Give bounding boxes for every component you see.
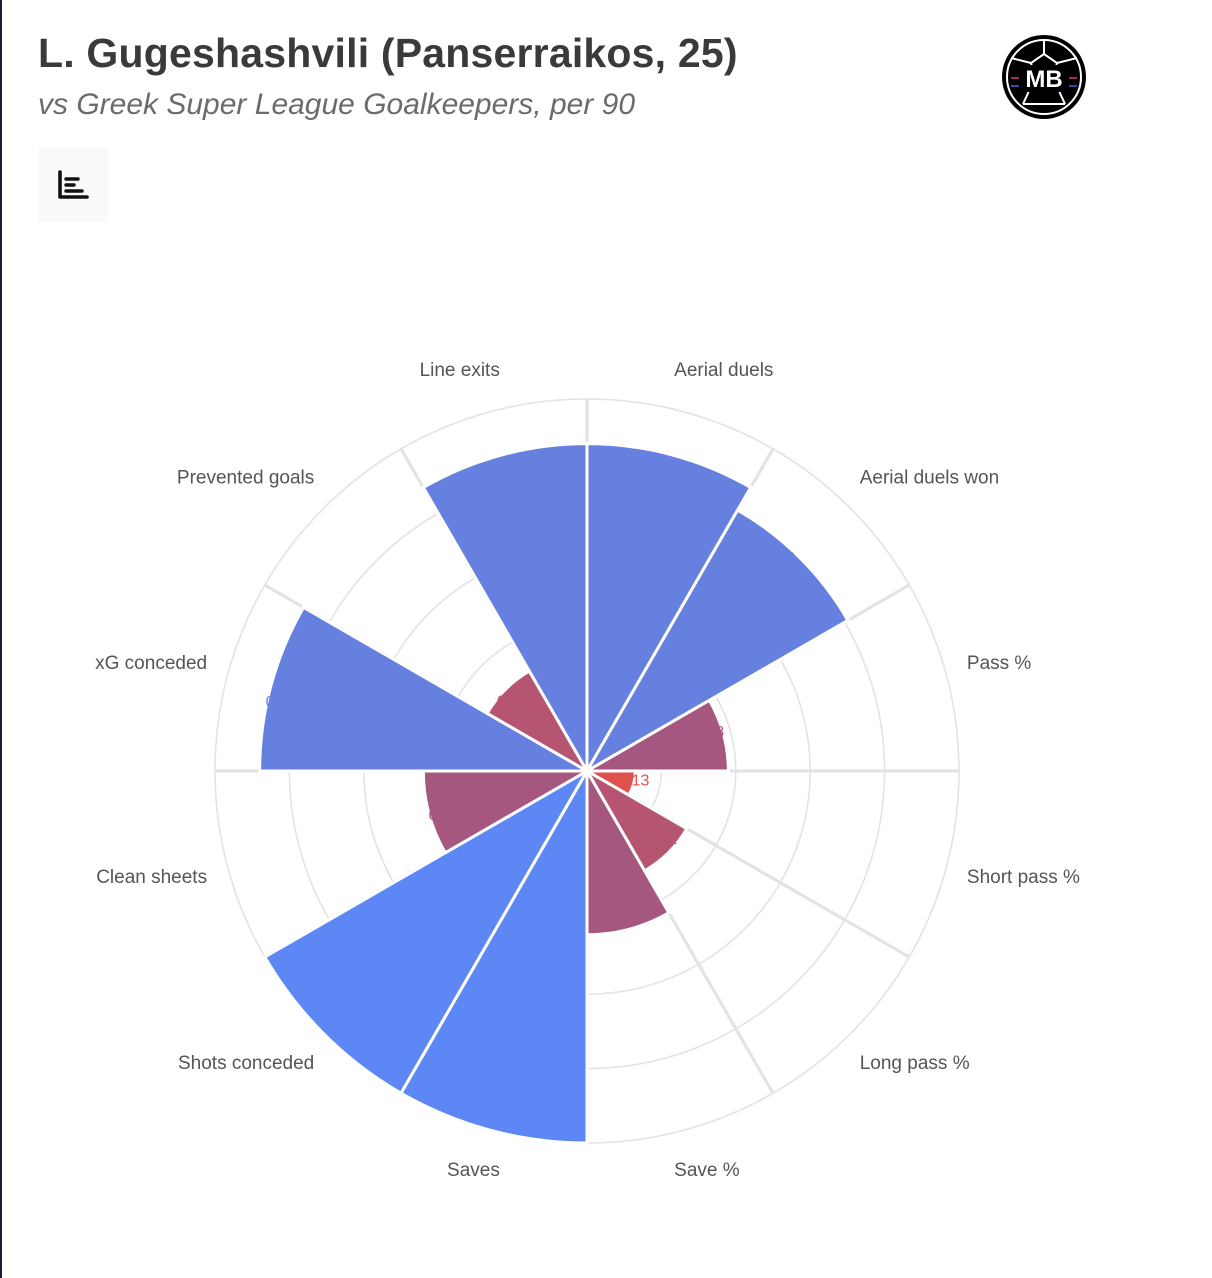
bar-chart-icon: [58, 170, 89, 199]
bar-chart-toggle-button[interactable]: [38, 148, 108, 222]
left-border: [0, 0, 2, 1278]
axis-label-line-exits: Line exits: [420, 360, 500, 381]
value-label-line-exits: 0.88: [478, 463, 509, 480]
value-label-shots-conceded: 1.00: [329, 1026, 360, 1043]
value-label-saves: 1.00: [493, 1112, 524, 1129]
svg-text:MB: MB: [1025, 66, 1062, 93]
bar-clean-sheets: [421, 769, 593, 855]
bar-aerial-duels: [585, 442, 753, 777]
axis-label-shots-conceded: Shots conceded: [178, 1053, 314, 1074]
chart-subtitle: vs Greek Super League Goalkeepers, per 9…: [38, 88, 636, 121]
chart-title: L. Gugeshashvili (Panserraikos, 25): [38, 30, 738, 76]
axis-label-long-pass-pct: Long pass %: [860, 1053, 970, 1074]
value-label-aerial-duels-won: 0.81: [766, 551, 797, 568]
value-labels: 0.88 0.81 0.38 0.13 0.31 0.44 1.00 1.00 0.44 0.88…: [266, 456, 798, 1128]
axis-label-short-pass-pct: Short pass %: [967, 867, 1080, 888]
value-label-xg-conceded: 0.88: [266, 694, 297, 711]
value-label-long-pass-pct: 0.31: [646, 831, 677, 848]
value-label-short-pass-pct: 0.13: [618, 773, 649, 790]
value-label-pass-pct: 0.38: [693, 724, 724, 741]
bar-shots-conceded: [262, 766, 592, 1096]
value-label-clean-sheets: 0.44: [429, 807, 460, 824]
bar-aerial-duels-won: [582, 507, 851, 776]
value-label-save-pct: 0.44: [616, 905, 647, 922]
value-label-prevented-goals: 0.31: [497, 694, 528, 711]
axis-label-clean-sheets: Clean sheets: [96, 867, 207, 888]
bar-save-pct: [585, 765, 671, 937]
bar-saves: [398, 765, 589, 1145]
axis-label-aerial-duels: Aerial duels: [674, 360, 773, 381]
bar-pass-pct: [581, 698, 730, 773]
polar-bars: [258, 442, 851, 1145]
axis-labels: Aerial duels Aerial duels won Pass % Short …: [95, 360, 1080, 1181]
value-label-aerial-duels: 0.88: [640, 456, 671, 473]
axis-label-prevented-goals: Prevented goals: [177, 467, 314, 488]
bar-line-exits: [421, 442, 589, 777]
axis-label-saves: Saves: [447, 1160, 500, 1181]
axis-label-pass-pct: Pass %: [967, 653, 1032, 674]
football-badge-icon: MB: [1001, 34, 1087, 120]
bar-xg-conceded: [258, 605, 593, 773]
axis-label-aerial-duels-won: Aerial duels won: [860, 467, 999, 488]
axis-label-xg-conceded: xG conceded: [95, 653, 207, 674]
axis-label-save-pct: Save %: [674, 1160, 740, 1181]
